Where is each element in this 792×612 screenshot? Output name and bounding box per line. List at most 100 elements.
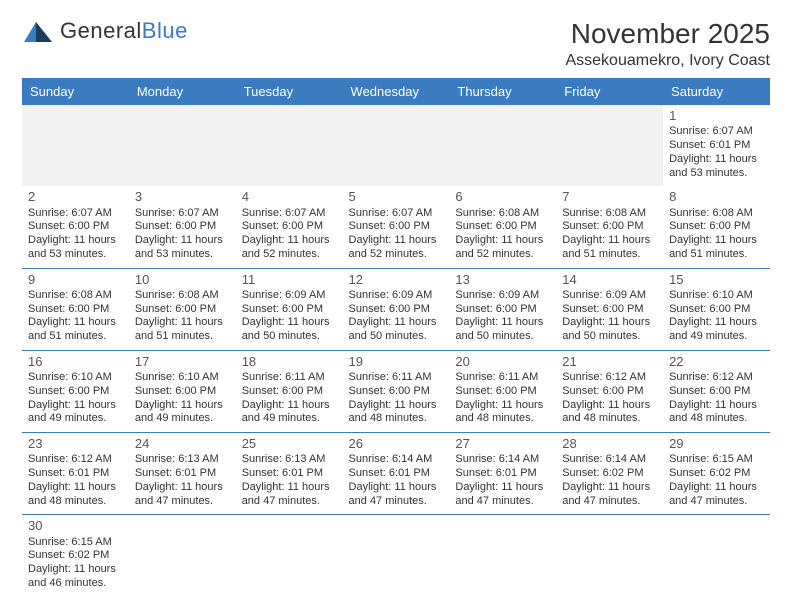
- sunset-line: Sunset: 6:00 PM: [349, 220, 444, 234]
- daylight-line: Daylight: 11 hours and 48 minutes.: [669, 399, 764, 427]
- calendar-cell-23: 23Sunrise: 6:12 AMSunset: 6:01 PMDayligh…: [22, 433, 129, 515]
- sunset-line: Sunset: 6:00 PM: [28, 303, 123, 317]
- sunrise-line: Sunrise: 6:12 AM: [562, 371, 657, 385]
- sunrise-line: Sunrise: 6:15 AM: [28, 536, 123, 550]
- sunrise-line: Sunrise: 6:11 AM: [455, 371, 550, 385]
- sunset-line: Sunset: 6:00 PM: [455, 303, 550, 317]
- day-number: 17: [135, 354, 230, 370]
- sunset-line: Sunset: 6:00 PM: [135, 303, 230, 317]
- calendar-cell-10: 10Sunrise: 6:08 AMSunset: 6:00 PMDayligh…: [129, 268, 236, 350]
- sunrise-line: Sunrise: 6:08 AM: [669, 207, 764, 221]
- calendar-cell-25: 25Sunrise: 6:13 AMSunset: 6:01 PMDayligh…: [236, 433, 343, 515]
- sunrise-line: Sunrise: 6:07 AM: [135, 207, 230, 221]
- day-number: 15: [669, 272, 764, 288]
- sunset-line: Sunset: 6:00 PM: [242, 385, 337, 399]
- day-number: 18: [242, 354, 337, 370]
- day-number: 9: [28, 272, 123, 288]
- sunset-line: Sunset: 6:00 PM: [562, 220, 657, 234]
- sunrise-line: Sunrise: 6:07 AM: [669, 125, 764, 139]
- day-number: 27: [455, 436, 550, 452]
- sunrise-line: Sunrise: 6:14 AM: [562, 453, 657, 467]
- calendar-cell-blank: [663, 515, 770, 597]
- sunrise-line: Sunrise: 6:10 AM: [135, 371, 230, 385]
- sunrise-line: Sunrise: 6:10 AM: [28, 371, 123, 385]
- day-number: 29: [669, 436, 764, 452]
- sunset-line: Sunset: 6:00 PM: [135, 385, 230, 399]
- sunrise-line: Sunrise: 6:08 AM: [135, 289, 230, 303]
- brand-icon: [22, 18, 56, 44]
- calendar-cell-7: 7Sunrise: 6:08 AMSunset: 6:00 PMDaylight…: [556, 186, 663, 268]
- page-title: November 2025: [565, 18, 770, 50]
- sunrise-line: Sunrise: 6:08 AM: [455, 207, 550, 221]
- calendar-cell-24: 24Sunrise: 6:13 AMSunset: 6:01 PMDayligh…: [129, 433, 236, 515]
- day-header-monday: Monday: [129, 78, 236, 105]
- daylight-line: Daylight: 11 hours and 50 minutes.: [349, 316, 444, 344]
- day-number: 1: [669, 108, 764, 124]
- daylight-line: Daylight: 11 hours and 48 minutes.: [349, 399, 444, 427]
- sunrise-line: Sunrise: 6:08 AM: [562, 207, 657, 221]
- sunset-line: Sunset: 6:01 PM: [455, 467, 550, 481]
- day-number: 22: [669, 354, 764, 370]
- day-number: 23: [28, 436, 123, 452]
- day-number: 5: [349, 189, 444, 205]
- calendar-cell-27: 27Sunrise: 6:14 AMSunset: 6:01 PMDayligh…: [449, 433, 556, 515]
- sunrise-line: Sunrise: 6:12 AM: [669, 371, 764, 385]
- day-header-tuesday: Tuesday: [236, 78, 343, 105]
- sunrise-line: Sunrise: 6:15 AM: [669, 453, 764, 467]
- daylight-line: Daylight: 11 hours and 51 minutes.: [669, 234, 764, 262]
- day-number: 8: [669, 189, 764, 205]
- calendar-row: 9Sunrise: 6:08 AMSunset: 6:00 PMDaylight…: [22, 268, 770, 350]
- sunset-line: Sunset: 6:01 PM: [242, 467, 337, 481]
- daylight-line: Daylight: 11 hours and 48 minutes.: [28, 481, 123, 509]
- calendar-cell-blank: [129, 515, 236, 597]
- calendar-cell-blank: [449, 105, 556, 186]
- day-number: 21: [562, 354, 657, 370]
- daylight-line: Daylight: 11 hours and 49 minutes.: [669, 316, 764, 344]
- calendar-cell-14: 14Sunrise: 6:09 AMSunset: 6:00 PMDayligh…: [556, 268, 663, 350]
- calendar-cell-blank: [449, 515, 556, 597]
- sunset-line: Sunset: 6:01 PM: [28, 467, 123, 481]
- sunrise-line: Sunrise: 6:14 AM: [455, 453, 550, 467]
- brand-text: GeneralBlue: [60, 18, 188, 44]
- day-number: 4: [242, 189, 337, 205]
- header: GeneralBlue November 2025 Assekouamekro,…: [22, 18, 770, 70]
- day-number: 19: [349, 354, 444, 370]
- calendar-cell-16: 16Sunrise: 6:10 AMSunset: 6:00 PMDayligh…: [22, 350, 129, 432]
- day-number: 12: [349, 272, 444, 288]
- calendar-table: SundayMondayTuesdayWednesdayThursdayFrid…: [22, 78, 770, 597]
- sunset-line: Sunset: 6:00 PM: [669, 220, 764, 234]
- sunset-line: Sunset: 6:00 PM: [242, 303, 337, 317]
- calendar-cell-9: 9Sunrise: 6:08 AMSunset: 6:00 PMDaylight…: [22, 268, 129, 350]
- sunrise-line: Sunrise: 6:08 AM: [28, 289, 123, 303]
- day-header-row: SundayMondayTuesdayWednesdayThursdayFrid…: [22, 78, 770, 105]
- day-number: 2: [28, 189, 123, 205]
- day-header-wednesday: Wednesday: [343, 78, 450, 105]
- daylight-line: Daylight: 11 hours and 51 minutes.: [562, 234, 657, 262]
- day-number: 3: [135, 189, 230, 205]
- calendar-cell-blank: [236, 515, 343, 597]
- daylight-line: Daylight: 11 hours and 47 minutes.: [455, 481, 550, 509]
- daylight-line: Daylight: 11 hours and 51 minutes.: [135, 316, 230, 344]
- calendar-cell-4: 4Sunrise: 6:07 AMSunset: 6:00 PMDaylight…: [236, 186, 343, 268]
- day-number: 11: [242, 272, 337, 288]
- calendar-cell-blank: [556, 105, 663, 186]
- calendar-row: 1Sunrise: 6:07 AMSunset: 6:01 PMDaylight…: [22, 105, 770, 186]
- sunset-line: Sunset: 6:00 PM: [669, 303, 764, 317]
- calendar-cell-blank: [22, 105, 129, 186]
- day-number: 24: [135, 436, 230, 452]
- day-number: 6: [455, 189, 550, 205]
- calendar-cell-11: 11Sunrise: 6:09 AMSunset: 6:00 PMDayligh…: [236, 268, 343, 350]
- day-header-friday: Friday: [556, 78, 663, 105]
- sunset-line: Sunset: 6:00 PM: [669, 385, 764, 399]
- calendar-cell-28: 28Sunrise: 6:14 AMSunset: 6:02 PMDayligh…: [556, 433, 663, 515]
- sunrise-line: Sunrise: 6:12 AM: [28, 453, 123, 467]
- sunset-line: Sunset: 6:02 PM: [562, 467, 657, 481]
- calendar-cell-19: 19Sunrise: 6:11 AMSunset: 6:00 PMDayligh…: [343, 350, 450, 432]
- calendar-cell-22: 22Sunrise: 6:12 AMSunset: 6:00 PMDayligh…: [663, 350, 770, 432]
- calendar-cell-blank: [343, 515, 450, 597]
- daylight-line: Daylight: 11 hours and 48 minutes.: [562, 399, 657, 427]
- sunset-line: Sunset: 6:00 PM: [562, 303, 657, 317]
- sunrise-line: Sunrise: 6:07 AM: [349, 207, 444, 221]
- daylight-line: Daylight: 11 hours and 50 minutes.: [562, 316, 657, 344]
- sunrise-line: Sunrise: 6:11 AM: [349, 371, 444, 385]
